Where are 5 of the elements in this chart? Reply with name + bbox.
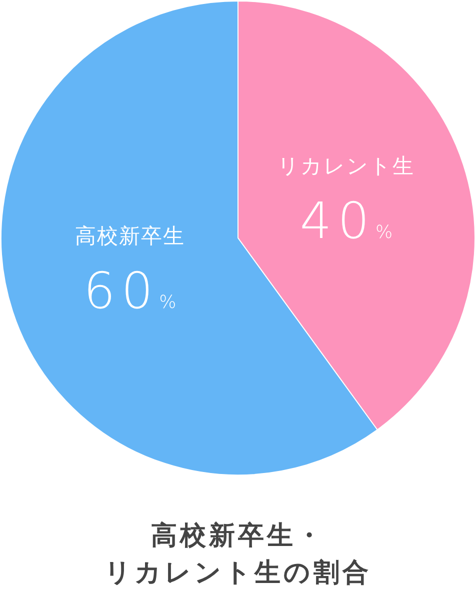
slice-label: 高校新卒生 bbox=[74, 224, 185, 248]
data-label: 60% bbox=[83, 262, 176, 320]
text: 高校新卒生・リカレント生の割合 bbox=[104, 521, 372, 588]
slice-label: リカレント生 bbox=[278, 154, 415, 178]
data-label: 40% bbox=[300, 192, 393, 250]
